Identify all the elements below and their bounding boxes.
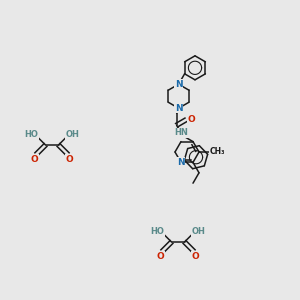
Text: OH: OH [66, 130, 80, 139]
Text: O: O [66, 155, 74, 164]
Text: CH₃: CH₃ [209, 148, 225, 157]
Text: N: N [175, 104, 182, 113]
Text: HO: HO [24, 130, 38, 139]
Text: O: O [156, 252, 164, 261]
Text: N: N [175, 80, 182, 89]
Text: HN: HN [175, 128, 188, 137]
Text: O: O [30, 155, 38, 164]
Text: N: N [177, 158, 185, 167]
Text: O: O [187, 115, 195, 124]
Text: HO: HO [150, 227, 164, 236]
Text: O: O [192, 252, 200, 261]
Text: OH: OH [192, 227, 206, 236]
